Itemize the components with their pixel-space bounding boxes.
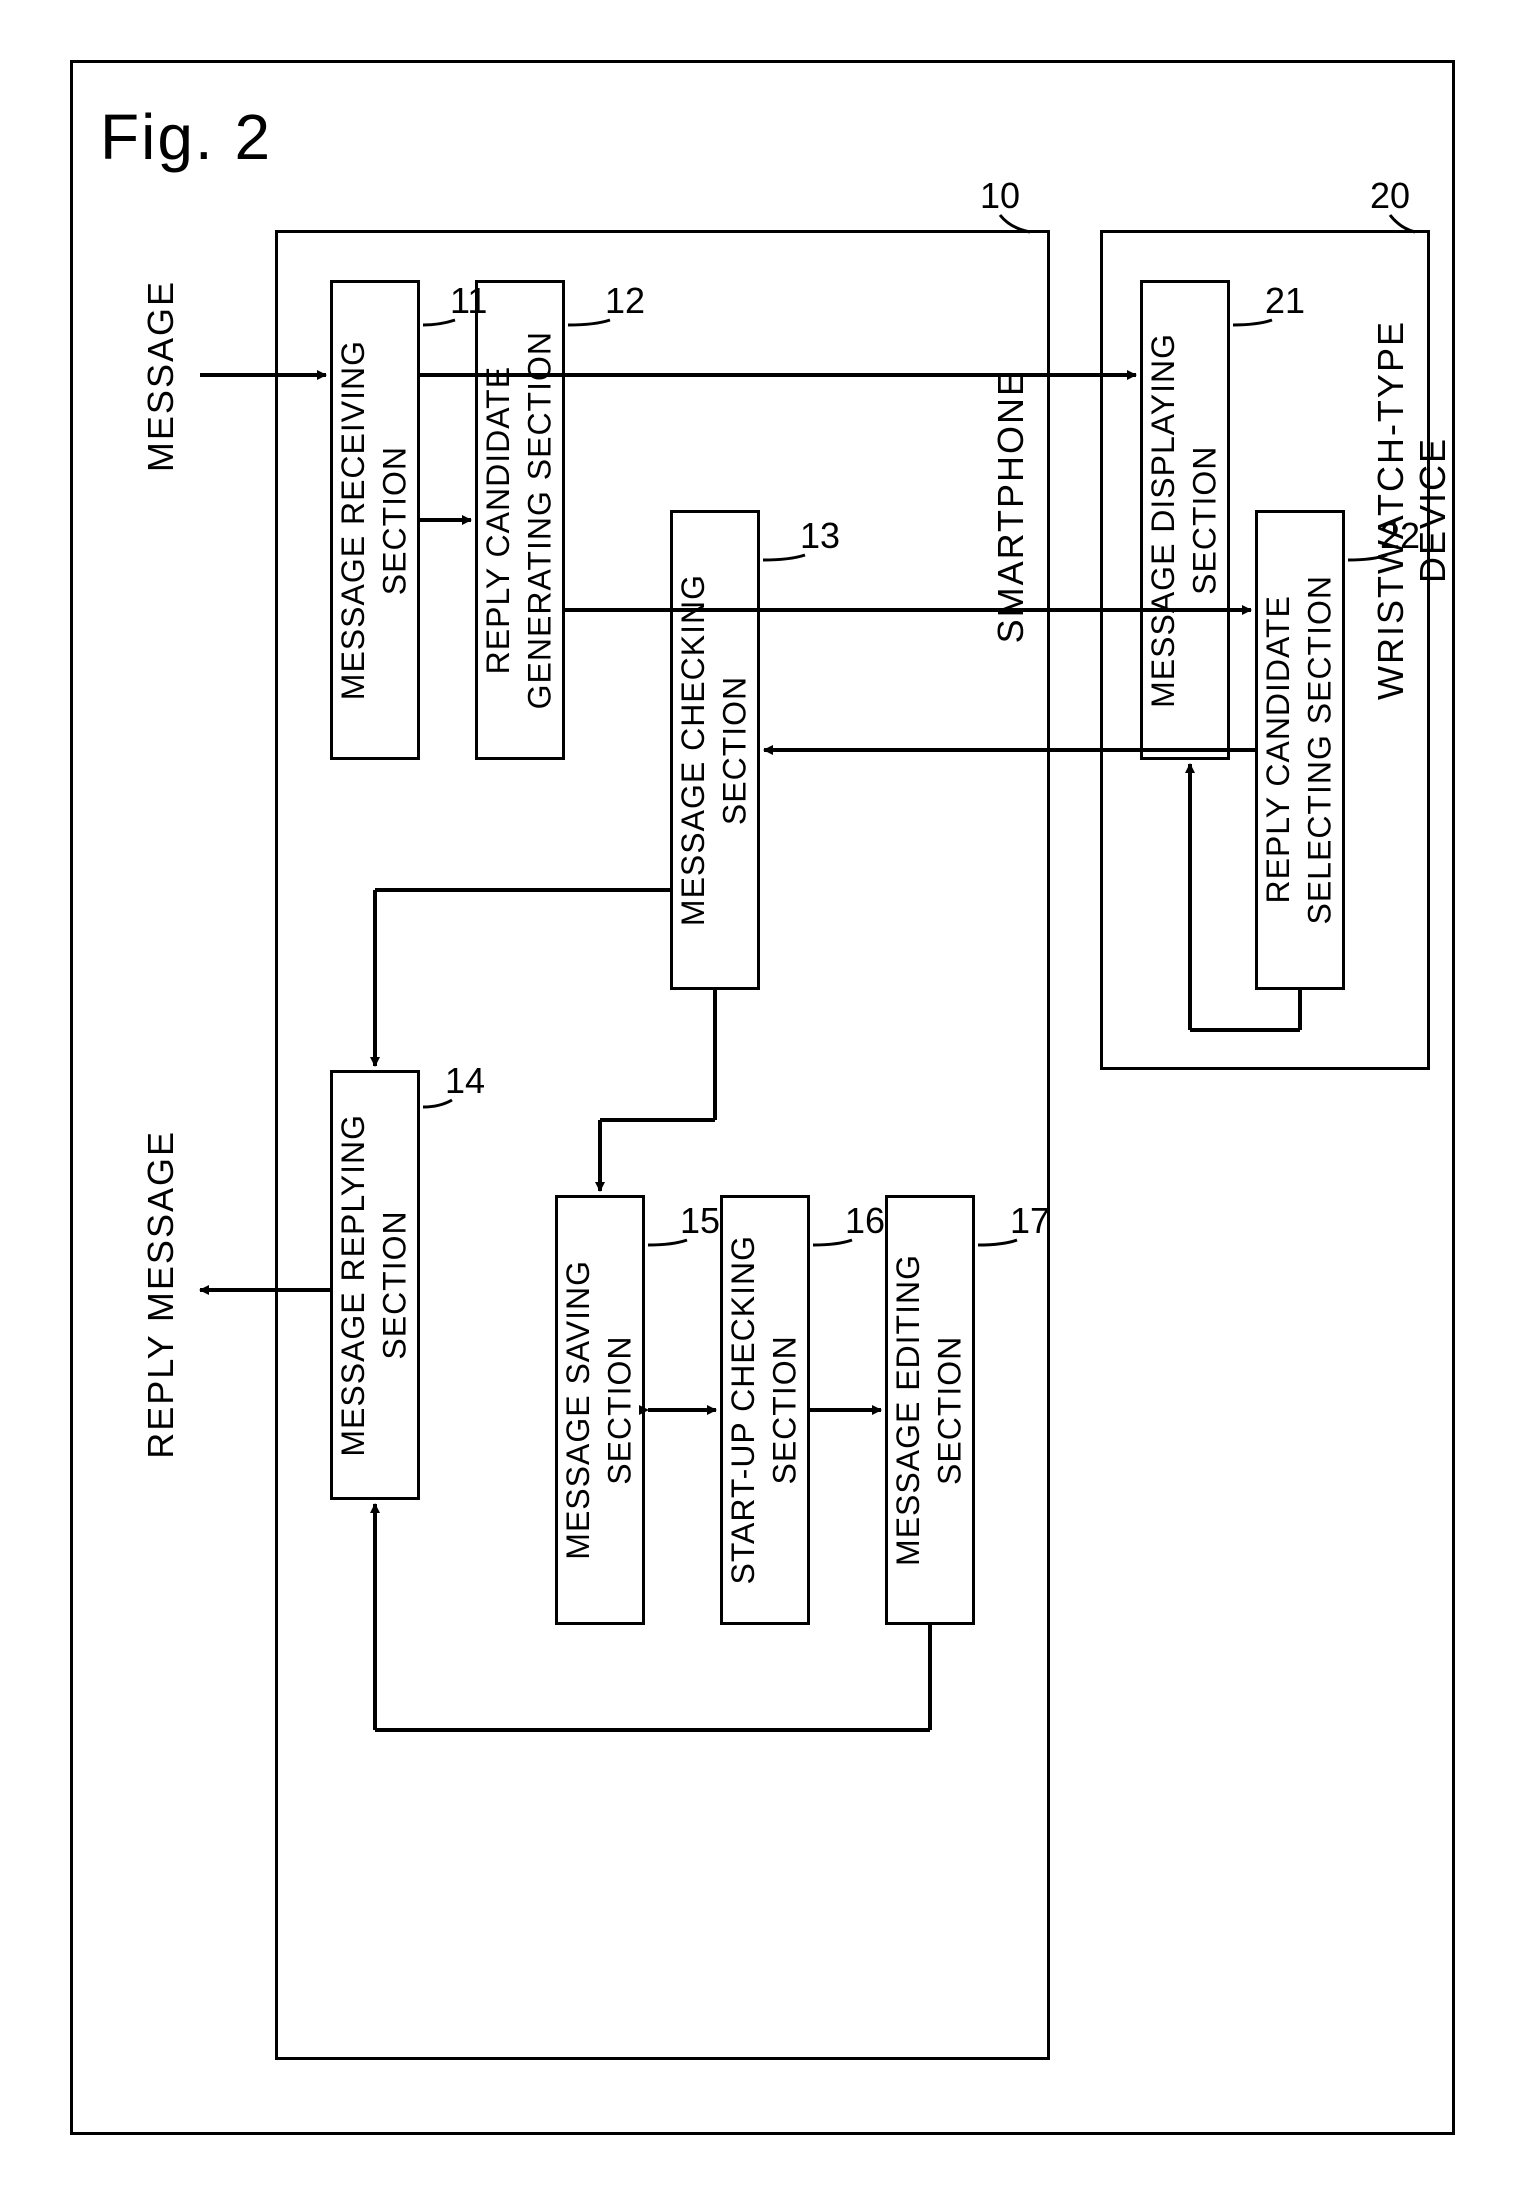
section-22-label: REPLY CANDIDATESELECTING SECTION — [1258, 575, 1341, 925]
section-15-label: MESSAGE SAVINGSECTION — [558, 1260, 641, 1560]
section-21-label: MESSAGE DISPLAYINGSECTION — [1143, 333, 1226, 708]
section-14: MESSAGE REPLYINGSECTION — [330, 1070, 420, 1500]
section-12: REPLY CANDIDATEGENERATING SECTION — [475, 280, 565, 760]
section-13-label: MESSAGE CHECKINGSECTION — [673, 574, 756, 926]
section-15: MESSAGE SAVINGSECTION — [555, 1195, 645, 1625]
section-14-label: MESSAGE REPLYINGSECTION — [333, 1114, 416, 1457]
ref-15: 15 — [680, 1200, 720, 1242]
smartphone-ref: 10 — [980, 175, 1020, 217]
ref-12: 12 — [605, 280, 645, 322]
section-11: MESSAGE RECEIVINGSECTION — [330, 280, 420, 760]
message-in-label: MESSAGE — [140, 280, 182, 472]
ref-22: 22 — [1380, 515, 1420, 557]
section-12-label: REPLY CANDIDATEGENERATING SECTION — [478, 331, 561, 709]
ref-17: 17 — [1010, 1200, 1050, 1242]
watch-ref: 20 — [1370, 175, 1410, 217]
smartphone-label: SMARTPHONE — [990, 370, 1032, 643]
section-13: MESSAGE CHECKINGSECTION — [670, 510, 760, 990]
ref-21: 21 — [1265, 280, 1305, 322]
ref-14: 14 — [445, 1060, 485, 1102]
watch-label: WRISTWATCH-TYPE DEVICE — [1370, 260, 1454, 760]
reply-out-label: REPLY MESSAGE — [140, 1130, 182, 1459]
section-16: START-UP CHECKINGSECTION — [720, 1195, 810, 1625]
section-17: MESSAGE EDITINGSECTION — [885, 1195, 975, 1625]
diagram-page: Fig. 2 MESSAGE REPLY MESSAGE SMARTPHONE … — [0, 0, 1525, 2195]
section-16-label: START-UP CHECKINGSECTION — [723, 1235, 806, 1585]
section-17-label: MESSAGE EDITINGSECTION — [888, 1254, 971, 1566]
section-22: REPLY CANDIDATESELECTING SECTION — [1255, 510, 1345, 990]
figure-label: Fig. 2 — [100, 100, 272, 174]
ref-16: 16 — [845, 1200, 885, 1242]
section-11-label: MESSAGE RECEIVINGSECTION — [333, 340, 416, 700]
section-21: MESSAGE DISPLAYINGSECTION — [1140, 280, 1230, 760]
ref-13: 13 — [800, 515, 840, 557]
